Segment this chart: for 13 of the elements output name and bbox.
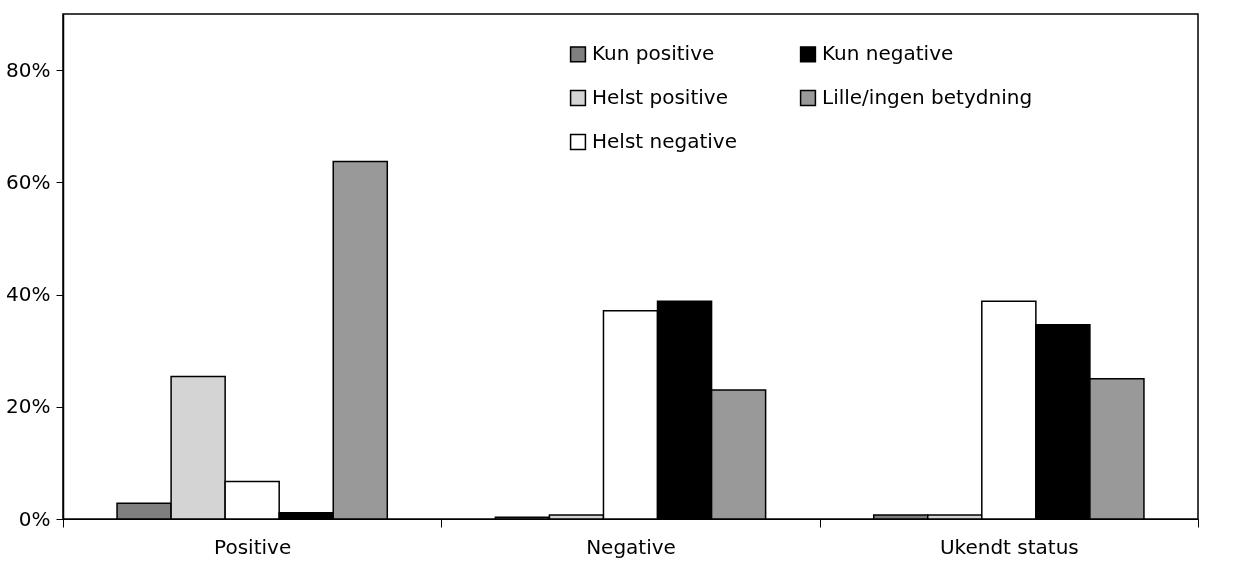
y-tick-label: 60% <box>6 169 51 194</box>
legend-label: Helst positive <box>592 85 728 109</box>
y-tick-label: 40% <box>6 282 51 307</box>
x-tick-label: Positive <box>214 534 292 559</box>
legend-label: Lille/ingen betydning <box>822 85 1033 109</box>
y-tick-label: 0% <box>18 506 51 531</box>
legend-label: Kun positive <box>592 41 715 66</box>
legend-label: Kun negative <box>822 41 954 66</box>
x-tick-label: Ukendt status <box>939 534 1079 559</box>
legend-label: Helst negative <box>592 129 737 153</box>
y-tick-label: 20% <box>6 394 51 419</box>
y-tick-label: 80% <box>6 57 51 82</box>
x-tick-label: Negative <box>586 534 676 559</box>
